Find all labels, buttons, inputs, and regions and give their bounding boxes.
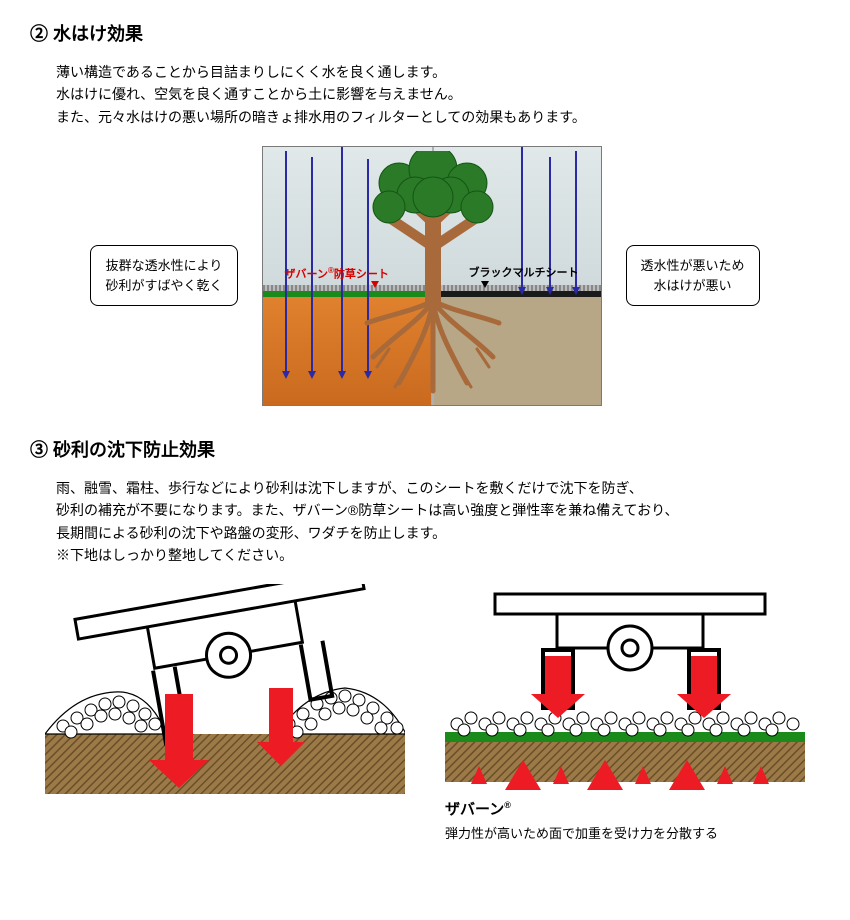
panel-supported: ザバーン® 弾力性が高いため面で加重を受け力を分散する xyxy=(445,584,805,845)
arrowhead-icon xyxy=(308,371,316,379)
arrowhead-icon xyxy=(518,287,526,295)
callout-right-l1: 透水性が悪いため xyxy=(641,258,745,273)
body3-line4: ※下地はしっかり整地してください。 xyxy=(56,544,820,566)
tree-diagram: ザバーン®防草シート ブラックマルチシート xyxy=(262,146,602,406)
callout-left: 抜群な透水性により 砂利がすばやく乾く xyxy=(90,245,237,306)
section-body-2: 薄い構造であることから目詰まりしにくく水を良く通します。 水はけに優れ、空気を良… xyxy=(30,61,820,128)
water-line xyxy=(285,151,287,371)
section-body-3: 雨、融雪、霜柱、歩行などにより砂利は沈下しますが、このシートを敷くだけで沈下を防… xyxy=(30,477,820,567)
label-black-sheet: ブラックマルチシート xyxy=(469,265,579,283)
callout-right: 透水性が悪いため 水はけが悪い xyxy=(626,245,760,306)
arrowhead-icon xyxy=(572,287,580,295)
supported-diagram xyxy=(445,584,805,794)
section-title-2: ② 水はけ効果 xyxy=(30,20,820,49)
brand-text: ザバーン xyxy=(445,801,504,818)
body2-line1: 薄い構造であることから目詰まりしにくく水を良く通します。 xyxy=(56,61,820,83)
panel-caption-wrap: ザバーン® 弾力性が高いため面で加重を受け力を分散する xyxy=(445,798,805,845)
arrowhead-icon xyxy=(546,287,554,295)
section-heading-3: 砂利の沈下防止効果 xyxy=(53,440,215,460)
xavan-text-1: ザバーン xyxy=(285,269,328,281)
arrowhead-icon xyxy=(282,371,290,379)
water-line xyxy=(311,157,313,371)
body2-line2: 水はけに優れ、空気を良く通すことから土に影響を与えません。 xyxy=(56,83,820,105)
water-line xyxy=(341,147,343,371)
callout-left-l2: 砂利がすばやく乾く xyxy=(105,278,222,293)
reg-mark: ® xyxy=(504,800,511,810)
body3-line2: 砂利の補充が不要になります。また、ザバーン®防草シートは高い強度と弾性率を兼ね備… xyxy=(56,499,820,521)
diagram-gravel-wrap: ザバーン® 弾力性が高いため面で加重を受け力を分散する xyxy=(30,584,820,845)
section-title-3: ③ 砂利の沈下防止効果 xyxy=(30,436,820,465)
section-number-3: ③ xyxy=(30,440,48,460)
sinking-diagram xyxy=(45,584,405,794)
red-arrow-icon xyxy=(371,281,379,288)
brand-label: ザバーン® xyxy=(445,798,805,822)
arrowhead-icon xyxy=(338,371,346,379)
body3-line3: 長期間による砂利の沈下や路盤の変形、ワダチを防止します。 xyxy=(56,522,820,544)
body3-line1: 雨、融雪、霜柱、歩行などにより砂利は沈下しますが、このシートを敷くだけで沈下を防… xyxy=(56,477,820,499)
section-heading-2: 水はけ効果 xyxy=(53,24,143,44)
black-arrow-icon xyxy=(481,281,489,288)
section-number-2: ② xyxy=(30,24,48,44)
callout-right-l2: 水はけが悪い xyxy=(654,278,732,293)
panel-caption: 弾力性が高いため面で加重を受け力を分散する xyxy=(445,824,805,845)
body2-line3: また、元々水はけの悪い場所の暗きょ排水用のフィルターとしての効果もあります。 xyxy=(56,106,820,128)
diagram-drainage-wrap: 抜群な透水性により 砂利がすばやく乾く xyxy=(30,146,820,406)
callout-left-l1: 抜群な透水性により xyxy=(106,258,223,273)
section-gravel: ③ 砂利の沈下防止効果 雨、融雪、霜柱、歩行などにより砂利は沈下しますが、このシ… xyxy=(30,436,820,845)
panel-sinking xyxy=(45,584,405,794)
section-drainage: ② 水はけ効果 薄い構造であることから目詰まりしにくく水を良く通します。 水はけ… xyxy=(30,20,820,406)
xavan-text-2: 防草シート xyxy=(334,269,389,281)
